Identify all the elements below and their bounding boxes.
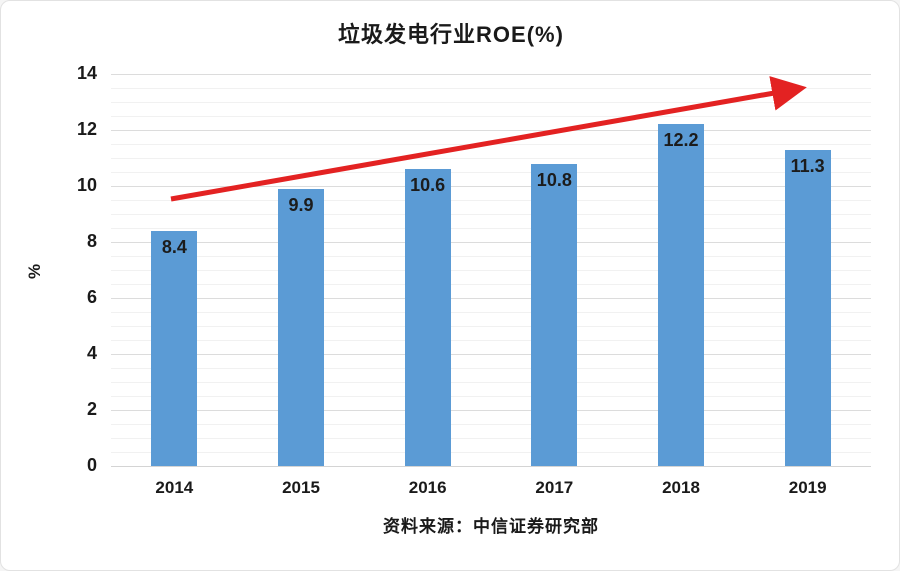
bar-value-label: 8.4 (161, 236, 187, 257)
gridline-minor (111, 256, 871, 257)
gridline-minor (111, 340, 871, 341)
gridline-major (111, 242, 871, 243)
bar-value-label: 12.2 (663, 130, 699, 151)
gridline-major (111, 130, 871, 131)
bar-2016 (404, 169, 451, 466)
bar-value-label: 10.6 (410, 175, 446, 196)
gridline-minor (111, 424, 871, 425)
x-tick-label: 2014 (155, 478, 194, 497)
gridline-minor (111, 382, 871, 383)
gridline-minor (111, 172, 871, 173)
plot-area: 8.4 9.9 10.6 10.8 12.2 11.3 (111, 74, 871, 467)
source-note: 资料来源：中信证券研究部 (383, 517, 599, 536)
x-axis-line (111, 466, 871, 467)
y-tick-label: 12 (76, 119, 97, 139)
bar-2017 (531, 163, 578, 466)
bar-value-label: 10.8 (536, 169, 572, 190)
gridline-minor (111, 214, 871, 215)
x-tick-label: 2019 (788, 478, 827, 497)
gridline-minor (111, 102, 871, 103)
bar-value-label: 9.9 (288, 194, 314, 215)
gridline-minor (111, 326, 871, 327)
x-tick-label: 2015 (282, 478, 320, 497)
y-tick-label: 2 (86, 399, 97, 419)
y-tick-label: 4 (86, 343, 97, 363)
gridline-minor (111, 270, 871, 271)
gridline-minor (111, 144, 871, 145)
gridline-minor (111, 312, 871, 313)
y-axis-label: % (25, 263, 44, 279)
gridline-major (111, 74, 871, 75)
gridline-minor (111, 284, 871, 285)
y-tick-label: 10 (76, 175, 97, 195)
y-tick-label: 8 (86, 231, 97, 251)
y-tick-label: 0 (86, 455, 97, 475)
gridline-minor (111, 200, 871, 201)
bar-2019 (784, 149, 831, 466)
gridline-minor (111, 158, 871, 159)
gridline-minor (111, 368, 871, 369)
gridline-minor (111, 438, 871, 439)
gridline-major (111, 298, 871, 299)
x-tick-label: 2017 (535, 478, 574, 497)
x-tick-label: 2018 (662, 478, 700, 497)
x-tick-label: 2016 (408, 478, 447, 497)
gridline-minor (111, 452, 871, 453)
gridline-major (111, 186, 871, 187)
gridline-minor (111, 228, 871, 229)
gridline-major (111, 354, 871, 355)
bar-2015 (278, 188, 324, 466)
bar-2014 (151, 230, 198, 466)
chart-title: 垃圾发电行业ROE(%) (338, 22, 564, 47)
gridline-minor (111, 88, 871, 89)
bar-value-label: 11.3 (790, 155, 825, 176)
gridline-major (111, 410, 871, 411)
bar-2018 (658, 124, 704, 466)
gridline-minor (111, 116, 871, 117)
gridline-minor (111, 396, 871, 397)
y-tick-label: 14 (76, 63, 97, 83)
y-tick-label: 6 (86, 287, 97, 307)
